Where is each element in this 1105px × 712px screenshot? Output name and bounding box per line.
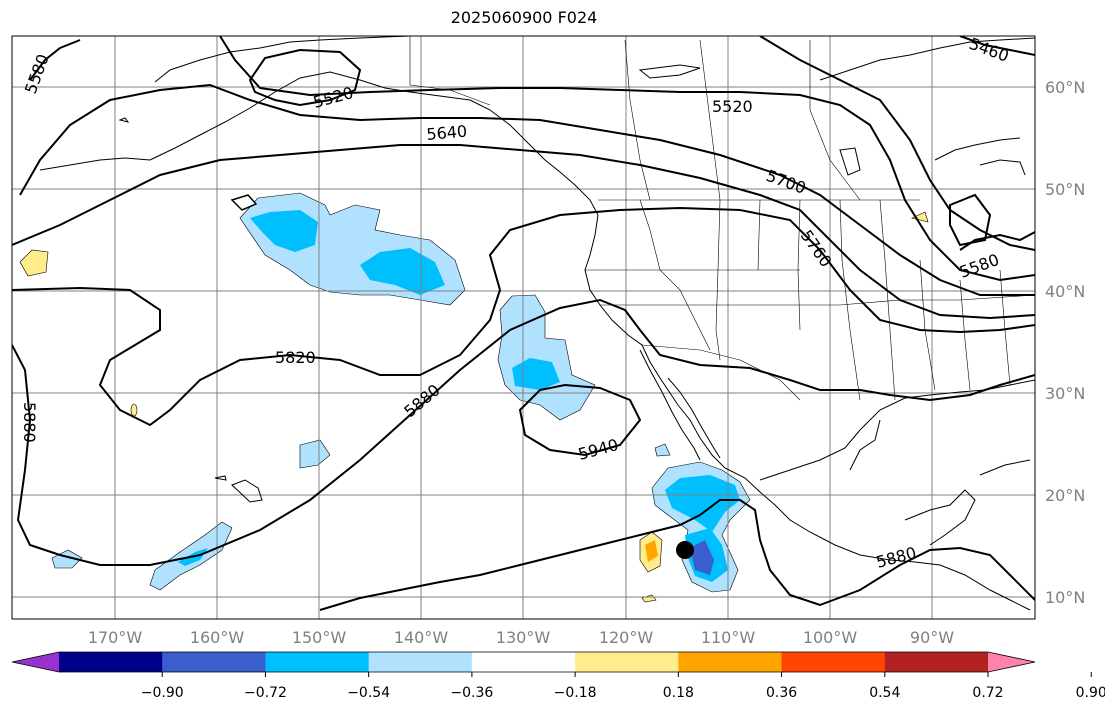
colorbar: −0.90 −0.72 −0.54 −0.36 −0.18 0.18 0.36 0.54 0.7… bbox=[11, 651, 1105, 701]
lat-label: 60°N bbox=[1045, 78, 1085, 97]
contour-label: 5640 bbox=[426, 122, 468, 144]
colorbar-cell bbox=[162, 652, 266, 672]
lat-label: 40°N bbox=[1045, 282, 1085, 301]
graticule bbox=[12, 36, 1035, 619]
colorbar-tick-label: −0.90 bbox=[141, 685, 184, 701]
colorbar-tick-label: 0.90 bbox=[1076, 685, 1105, 701]
colorbar-tick-label: −0.72 bbox=[244, 685, 287, 701]
storm-center-marker bbox=[676, 541, 694, 559]
lon-label: 130°W bbox=[496, 628, 551, 647]
colorbar-cell bbox=[781, 652, 886, 672]
colorbar-cell bbox=[884, 652, 989, 672]
plot-title: 2025060900 F024 bbox=[450, 8, 598, 27]
lon-label: 150°W bbox=[292, 628, 347, 647]
colorbar-tick-label: −0.36 bbox=[450, 685, 493, 701]
lat-label: 20°N bbox=[1045, 486, 1085, 505]
colorbar-cell bbox=[59, 652, 163, 672]
lat-label: 30°N bbox=[1045, 384, 1085, 403]
colorbar-tick-label: 0.72 bbox=[972, 685, 1003, 701]
political-borders bbox=[409, 36, 1035, 401]
map-frame bbox=[11, 35, 1036, 620]
colorbar-tick-label: −0.54 bbox=[347, 685, 390, 701]
colorbar-cell bbox=[471, 652, 576, 672]
contour-label: 5520 bbox=[712, 97, 753, 116]
colorbar-tick-label: 0.36 bbox=[766, 685, 797, 701]
colorbar-tick-label: −0.18 bbox=[554, 685, 597, 701]
colorbar-outline bbox=[11, 651, 1036, 673]
contour-label: 5880 bbox=[20, 402, 39, 443]
lon-label: 120°W bbox=[599, 628, 654, 647]
latitude-labels: 60°N 50°N 40°N 30°N 20°N 10°N bbox=[1045, 78, 1085, 607]
colorbar-tick-label: 0.54 bbox=[869, 685, 900, 701]
colorbar-cell bbox=[678, 652, 783, 672]
lon-label: 100°W bbox=[803, 628, 858, 647]
height-contours bbox=[12, 36, 1035, 611]
colorbar-cell bbox=[265, 652, 370, 672]
colorbar-tick-label: 0.18 bbox=[663, 685, 694, 701]
lon-label: 90°W bbox=[910, 628, 954, 647]
lon-label: 170°W bbox=[88, 628, 143, 647]
lon-label: 160°W bbox=[190, 628, 245, 647]
colorbar-cell bbox=[368, 652, 473, 672]
contour-labels: 5580 5520 5640 5520 5460 5700 5760 5580 … bbox=[20, 36, 1011, 572]
lon-label: 140°W bbox=[394, 628, 449, 647]
lat-label: 10°N bbox=[1045, 588, 1085, 607]
colorbar-extend-low bbox=[12, 652, 59, 672]
lat-label: 50°N bbox=[1045, 180, 1085, 199]
longitude-labels: 170°W 160°W 150°W 140°W 130°W 120°W 110°… bbox=[88, 628, 954, 647]
colorbar-cell bbox=[575, 652, 679, 672]
lon-label: 110°W bbox=[701, 628, 756, 647]
colorbar-extend-high bbox=[988, 652, 1035, 672]
contour-label: 5820 bbox=[275, 348, 316, 367]
